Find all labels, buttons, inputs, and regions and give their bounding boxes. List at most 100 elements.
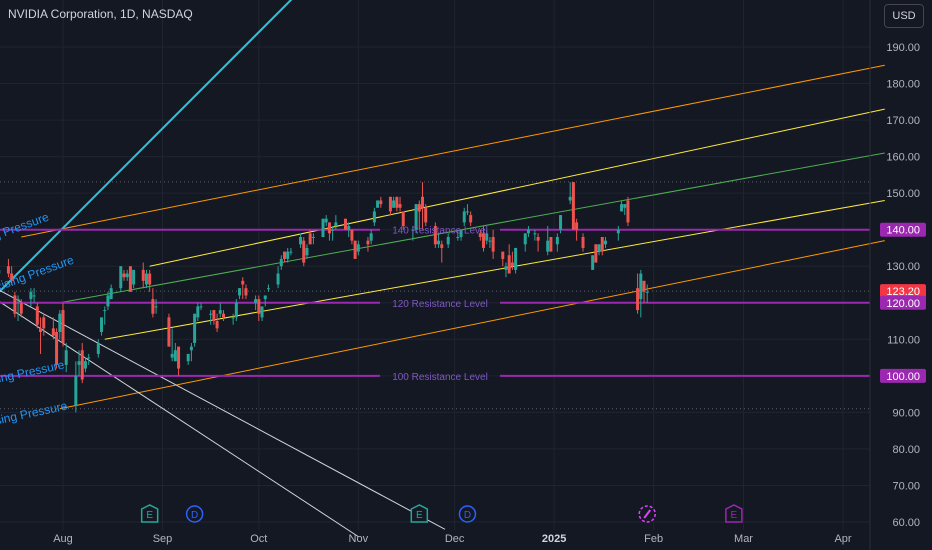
candle-body [167, 317, 171, 347]
candle-body [379, 200, 383, 205]
price-badge-label: 120.00 [886, 298, 920, 310]
candle-body [321, 218, 325, 237]
candle-body [299, 236, 303, 245]
candle-body [238, 288, 242, 296]
candle-body [119, 266, 123, 289]
candle-body [324, 218, 328, 223]
candle-body [501, 251, 505, 259]
earnings-marker[interactable] [725, 504, 743, 523]
earnings-marker-label: E [731, 510, 738, 521]
channel-line[interactable] [59, 240, 885, 410]
candle-body [212, 310, 216, 322]
candle-body [10, 273, 14, 281]
time-axis-label: Aug [53, 533, 73, 545]
candle-body [536, 236, 540, 241]
candle-body [482, 233, 486, 248]
candle-body [356, 244, 360, 252]
price-axis-tick-label: 90.00 [892, 407, 920, 419]
price-axis-tick-label: 160.00 [886, 152, 920, 164]
time-axis[interactable]: Aug Sep Oct Nov Dec 2025 Feb Mar Apr [53, 533, 852, 545]
candle-body [603, 240, 607, 245]
candle-body [109, 288, 113, 300]
currency-button[interactable]: USD [884, 4, 924, 28]
price-badge-label: 123.20 [886, 286, 920, 298]
time-axis-label: Nov [349, 533, 369, 545]
candle-body [77, 361, 81, 365]
dividend-marker[interactable] [458, 505, 477, 523]
candle-body [620, 204, 624, 212]
candle-body [642, 280, 646, 292]
price-badge [880, 284, 926, 299]
candle-body [189, 346, 193, 351]
earnings-marker[interactable] [140, 504, 159, 523]
split-icon [643, 509, 652, 519]
price-axis-tick-label: 70.00 [892, 480, 920, 492]
candle-body [55, 331, 59, 365]
candle-body [462, 211, 466, 223]
resistance-level-label: 140 Resistance Level [392, 226, 488, 237]
candle-body [260, 306, 264, 318]
candle-body [29, 291, 33, 300]
candle-body [302, 240, 306, 263]
candle-body [392, 200, 396, 208]
price-axis-tick-label: 180.00 [886, 79, 920, 91]
candle-body [173, 350, 177, 362]
candle-body [35, 306, 39, 325]
candle-body [645, 291, 649, 293]
candle-body [465, 211, 469, 213]
candle-body [616, 229, 620, 234]
channel-line[interactable] [104, 199, 885, 340]
candle-body [58, 313, 62, 332]
candle-body [369, 233, 373, 241]
candle-body [366, 240, 370, 245]
candle-body [433, 226, 437, 245]
candle-body [122, 273, 126, 278]
trend-line[interactable] [0, 0, 500, 295]
candle-body [308, 233, 312, 245]
candle-body [74, 375, 78, 406]
earnings-marker[interactable] [410, 504, 429, 523]
candle-body [421, 196, 425, 208]
candle-body [401, 211, 405, 227]
candle-body [199, 306, 203, 308]
time-axis-label: Apr [834, 533, 851, 545]
time-axis-label: Mar [734, 533, 753, 545]
price-badge-label: 140.00 [886, 225, 920, 237]
channel-line[interactable] [21, 64, 885, 238]
price-badge [880, 368, 926, 383]
channel-line[interactable] [149, 108, 885, 267]
candle-body [485, 233, 489, 241]
candle-body [440, 244, 444, 248]
candle-body [209, 313, 213, 315]
candle-body [331, 229, 335, 231]
channel-line[interactable] [59, 152, 885, 304]
candle-body [276, 273, 280, 285]
dividend-marker[interactable] [185, 505, 204, 523]
candle-body [305, 247, 309, 256]
candle-body [600, 236, 604, 252]
time-axis-label: 2025 [542, 533, 566, 545]
candle-body [39, 328, 43, 332]
candle-body [549, 236, 553, 252]
candle-body [16, 299, 20, 301]
candle-body [626, 200, 630, 223]
candle-body [234, 302, 238, 318]
candle-body [347, 226, 351, 230]
candle-body [514, 247, 518, 270]
candle-body [350, 229, 354, 241]
price-axis-tick-label: 190.00 [886, 42, 920, 54]
price-axis-tick-label: 110.00 [887, 334, 920, 346]
candle-body [282, 251, 286, 259]
candle-body [144, 273, 148, 285]
candle-body [510, 262, 514, 267]
candle-body [343, 218, 347, 230]
trend-line[interactable] [0, 288, 446, 530]
price-axis-tick-label: 130.00 [886, 261, 920, 273]
candle-body [257, 299, 261, 314]
candle-body [263, 295, 267, 300]
candle-body [533, 233, 537, 235]
candle-body [177, 346, 181, 369]
candle-body [526, 229, 530, 234]
